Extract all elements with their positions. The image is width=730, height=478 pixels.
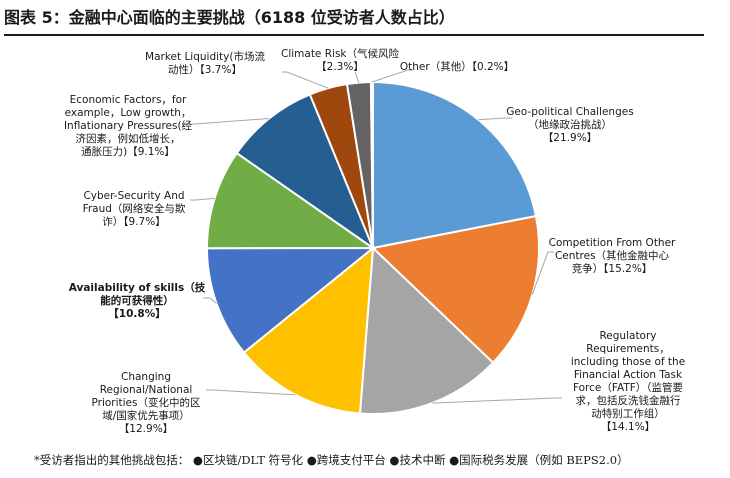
leader-line-6 xyxy=(190,197,215,201)
pie-slice-2 xyxy=(370,214,541,365)
slice-label-2: Competition From Other Centres（其他金融中心竞争）【… xyxy=(549,237,676,275)
pie-slice-7 xyxy=(235,93,376,251)
slice-label-4: Changing Regional/National Priorities（变化中的… xyxy=(91,371,200,435)
slice-label-7: Economic Factors，for example，Low growth， I… xyxy=(64,94,193,158)
leader-line-9 xyxy=(354,71,360,83)
footnote-item-3: ●技术中断 xyxy=(389,453,446,467)
footnote: *受访者指出的其他挑战包括： ●区块链/DLT 符号化 ●跨境支付平台 ●技术中… xyxy=(34,452,629,468)
pie-slice-4 xyxy=(242,245,375,415)
leader-line-8 xyxy=(282,71,329,89)
figure-title: 图表 5：金融中心面临的主要挑战（6188 位受访者人数占比） xyxy=(4,4,704,36)
footnote-item-1: ●区块链/DLT 符号化 xyxy=(192,453,304,467)
slice-labels: Geo-political Challenges （地缘政治挑战）【21.9%】 C… xyxy=(64,47,685,435)
leader-line-3 xyxy=(432,397,562,404)
slice-label-6: Cyber-Security And Fraud（网络安全与欺诈）【9.7%】 xyxy=(83,190,186,228)
leader-line-10 xyxy=(371,69,413,83)
leader-line-5 xyxy=(203,297,217,304)
slice-label-5: Availability of skills（技能的可获得性）【10.8%】 xyxy=(69,281,206,320)
pie-slice-5 xyxy=(205,246,376,354)
leader-lines xyxy=(186,69,562,404)
pie-slices xyxy=(205,80,541,415)
slice-label-8: Market Liquidity(市场流动性）【3.7%】 xyxy=(145,50,265,76)
slice-label-3: Regulatory Requirements， including those o… xyxy=(571,330,685,433)
footnote-prefix: *受访者指出的其他挑战包括： xyxy=(34,453,190,467)
leader-line-4 xyxy=(206,389,296,396)
leader-line-2 xyxy=(531,251,554,295)
slice-label-1: Geo-political Challenges （地缘政治挑战）【21.9%】 xyxy=(506,106,633,144)
slice-label-10: Other（其他）【0.2%】 xyxy=(400,60,514,73)
slice-label-9: Climate Risk（气候风险【2.3%】 xyxy=(281,47,400,73)
leader-line-7 xyxy=(186,118,270,125)
footnote-item-4: ●国际税务发展（例如 BEPS2.0） xyxy=(449,453,629,467)
footnote-item-2: ●跨境支付平台 xyxy=(306,453,386,467)
leader-line-1 xyxy=(478,117,512,121)
